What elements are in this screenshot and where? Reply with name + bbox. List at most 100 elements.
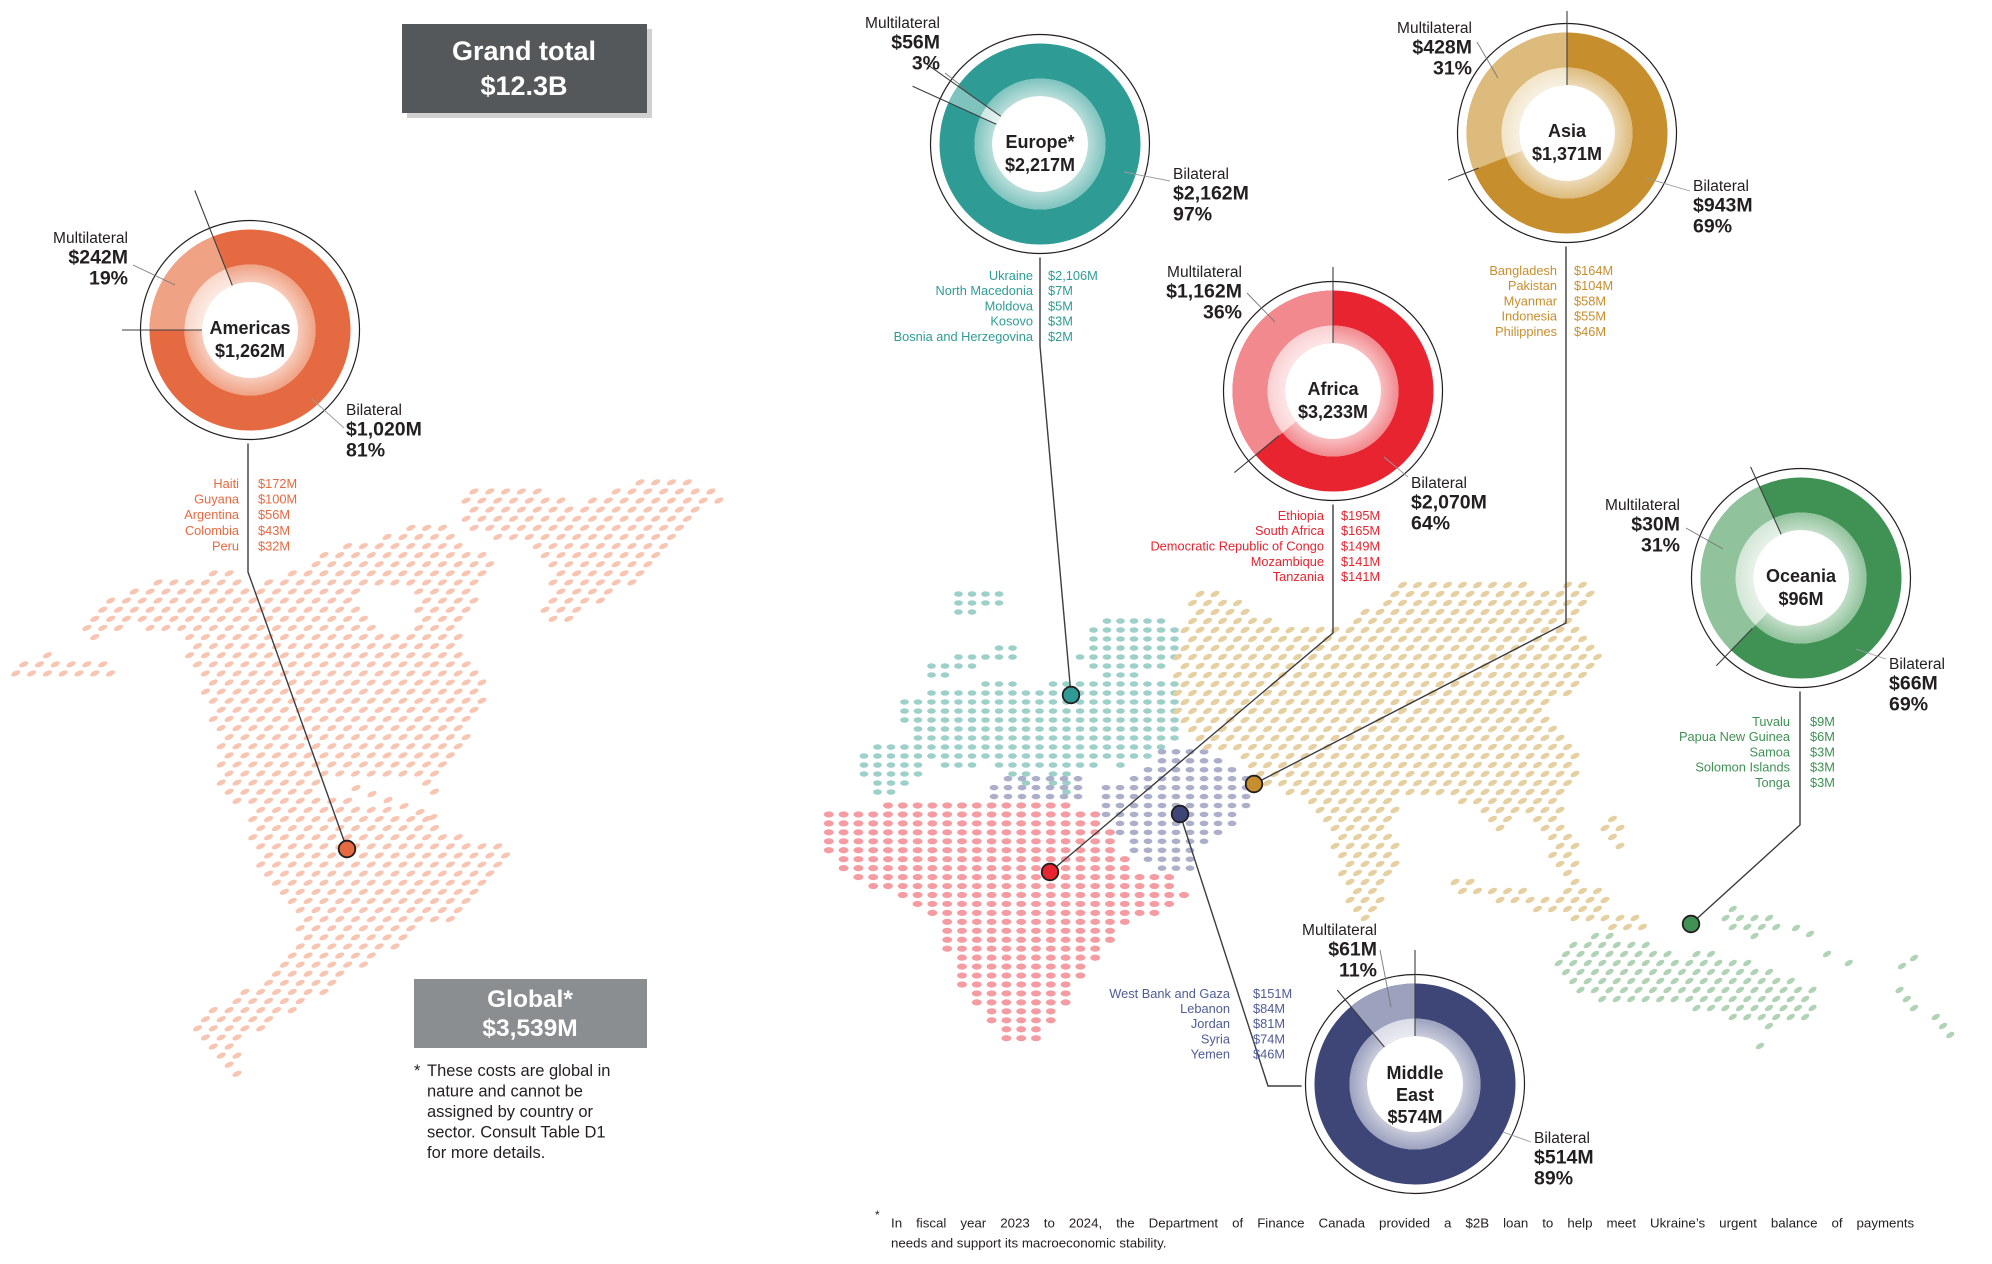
svg-text:Africa: Africa — [1307, 379, 1359, 399]
svg-text:Democratic Republic of Congo: Democratic Republic of Congo — [1150, 539, 1324, 554]
svg-text:$43M: $43M — [258, 523, 290, 538]
svg-text:Multilateral: Multilateral — [53, 230, 128, 247]
svg-text:$428M: $428M — [1412, 37, 1472, 59]
svg-text:$46M: $46M — [1574, 324, 1606, 339]
svg-text:$66M: $66M — [1889, 673, 1938, 695]
svg-text:$1,371M: $1,371M — [1532, 144, 1602, 164]
svg-text:Tanzania: Tanzania — [1273, 569, 1325, 584]
svg-text:$104M: $104M — [1574, 278, 1613, 293]
svg-text:$3,539M: $3,539M — [482, 1015, 577, 1042]
svg-text:$61M: $61M — [1328, 939, 1377, 961]
svg-text:Multilateral: Multilateral — [1397, 20, 1472, 37]
svg-text:$3M: $3M — [1810, 775, 1835, 790]
svg-text:Bilateral: Bilateral — [1693, 178, 1749, 195]
svg-text:$943M: $943M — [1693, 195, 1753, 217]
svg-text:$2,162M: $2,162M — [1173, 183, 1249, 205]
svg-text:for more details.: for more details. — [427, 1144, 545, 1162]
svg-text:$2M: $2M — [1048, 329, 1073, 344]
svg-text:Oceania: Oceania — [1766, 566, 1837, 586]
svg-text:97%: 97% — [1173, 203, 1212, 225]
svg-text:$1,262M: $1,262M — [215, 341, 285, 361]
svg-text:$3,233M: $3,233M — [1298, 402, 1368, 422]
svg-text:64%: 64% — [1411, 512, 1450, 534]
svg-text:Bilateral: Bilateral — [1411, 475, 1467, 492]
svg-text:69%: 69% — [1889, 693, 1928, 715]
svg-text:$84M: $84M — [1253, 1001, 1285, 1016]
svg-text:Multilateral: Multilateral — [1605, 497, 1680, 514]
svg-text:$574M: $574M — [1387, 1107, 1442, 1127]
svg-text:$151M: $151M — [1253, 986, 1292, 1001]
svg-text:Myanmar: Myanmar — [1504, 293, 1558, 308]
svg-text:Multilateral: Multilateral — [1167, 264, 1242, 281]
svg-text:$3M: $3M — [1048, 314, 1073, 329]
svg-text:Americas: Americas — [209, 318, 290, 338]
svg-text:$5M: $5M — [1048, 298, 1073, 313]
svg-text:31%: 31% — [1433, 57, 1472, 79]
svg-text:81%: 81% — [346, 439, 385, 461]
svg-text:Global*: Global* — [487, 986, 573, 1013]
svg-text:$100M: $100M — [258, 492, 297, 507]
svg-text:East: East — [1396, 1085, 1434, 1105]
svg-text:Asia: Asia — [1548, 121, 1587, 141]
svg-text:Tuvalu: Tuvalu — [1752, 714, 1790, 729]
svg-text:Multilateral: Multilateral — [865, 15, 940, 32]
svg-text:South Africa: South Africa — [1255, 523, 1325, 538]
svg-text:Guyana: Guyana — [194, 492, 240, 507]
svg-text:In fiscal year 2023 to 2024, t: In fiscal year 2023 to 2024, the Departm… — [891, 1216, 1915, 1231]
svg-text:$74M: $74M — [1253, 1031, 1285, 1046]
svg-text:31%: 31% — [1641, 534, 1680, 556]
svg-text:Grand total: Grand total — [452, 36, 596, 66]
svg-text:$141M: $141M — [1341, 554, 1380, 569]
svg-text:Multilateral: Multilateral — [1302, 922, 1377, 939]
svg-text:Yemen: Yemen — [1191, 1046, 1230, 1061]
svg-text:19%: 19% — [89, 267, 128, 289]
svg-text:$242M: $242M — [68, 247, 128, 269]
svg-text:$56M: $56M — [891, 32, 940, 54]
svg-text:3%: 3% — [912, 52, 940, 74]
svg-text:$96M: $96M — [1778, 589, 1823, 609]
svg-text:$7M: $7M — [1048, 283, 1073, 298]
svg-text:36%: 36% — [1203, 301, 1242, 323]
svg-text:Jordan: Jordan — [1191, 1016, 1230, 1031]
svg-text:$32M: $32M — [258, 538, 290, 553]
svg-text:Peru: Peru — [212, 538, 239, 553]
svg-text:$165M: $165M — [1341, 523, 1380, 538]
svg-text:$141M: $141M — [1341, 569, 1380, 584]
svg-text:Mozambique: Mozambique — [1251, 554, 1324, 569]
svg-text:Kosovo: Kosovo — [990, 314, 1033, 329]
svg-text:Syria: Syria — [1201, 1031, 1231, 1046]
svg-text:needs and support its macroeco: needs and support its macroeconomic stab… — [891, 1236, 1166, 1251]
svg-text:$514M: $514M — [1534, 1147, 1594, 1169]
svg-text:Bilateral: Bilateral — [1173, 166, 1229, 183]
svg-text:$58M: $58M — [1574, 293, 1606, 308]
svg-text:Moldova: Moldova — [985, 298, 1034, 313]
svg-text:Bangladesh: Bangladesh — [1489, 263, 1557, 278]
svg-text:$2,217M: $2,217M — [1005, 155, 1075, 175]
svg-text:$55M: $55M — [1574, 309, 1606, 324]
svg-text:Bosnia and Herzegovina: Bosnia and Herzegovina — [894, 329, 1034, 344]
svg-text:11%: 11% — [1339, 959, 1377, 981]
svg-text:Tonga: Tonga — [1755, 775, 1791, 790]
svg-text:$164M: $164M — [1574, 263, 1613, 278]
svg-text:Samoa: Samoa — [1749, 744, 1790, 759]
svg-text:assigned by country or: assigned by country or — [427, 1103, 594, 1121]
svg-text:69%: 69% — [1693, 215, 1732, 237]
svg-text:Colombia: Colombia — [185, 523, 240, 538]
svg-text:$149M: $149M — [1341, 539, 1380, 554]
svg-text:Bilateral: Bilateral — [1889, 656, 1945, 673]
svg-text:$172M: $172M — [258, 476, 297, 491]
svg-text:North Macedonia: North Macedonia — [936, 283, 1034, 298]
svg-text:$46M: $46M — [1253, 1046, 1285, 1061]
svg-text:*: * — [875, 1208, 880, 1222]
svg-text:Philippines: Philippines — [1495, 324, 1557, 339]
svg-text:$2,106M: $2,106M — [1048, 268, 1098, 283]
svg-text:$6M: $6M — [1810, 729, 1835, 744]
svg-text:Lebanon: Lebanon — [1180, 1001, 1230, 1016]
svg-text:$3M: $3M — [1810, 760, 1835, 775]
svg-text:Argentina: Argentina — [184, 507, 240, 522]
svg-text:Solomon Islands: Solomon Islands — [1695, 760, 1790, 775]
svg-text:These costs are global in: These costs are global in — [427, 1062, 610, 1080]
svg-text:$1,020M: $1,020M — [346, 419, 422, 441]
svg-text:$9M: $9M — [1810, 714, 1835, 729]
svg-text:$1,162M: $1,162M — [1166, 281, 1242, 303]
